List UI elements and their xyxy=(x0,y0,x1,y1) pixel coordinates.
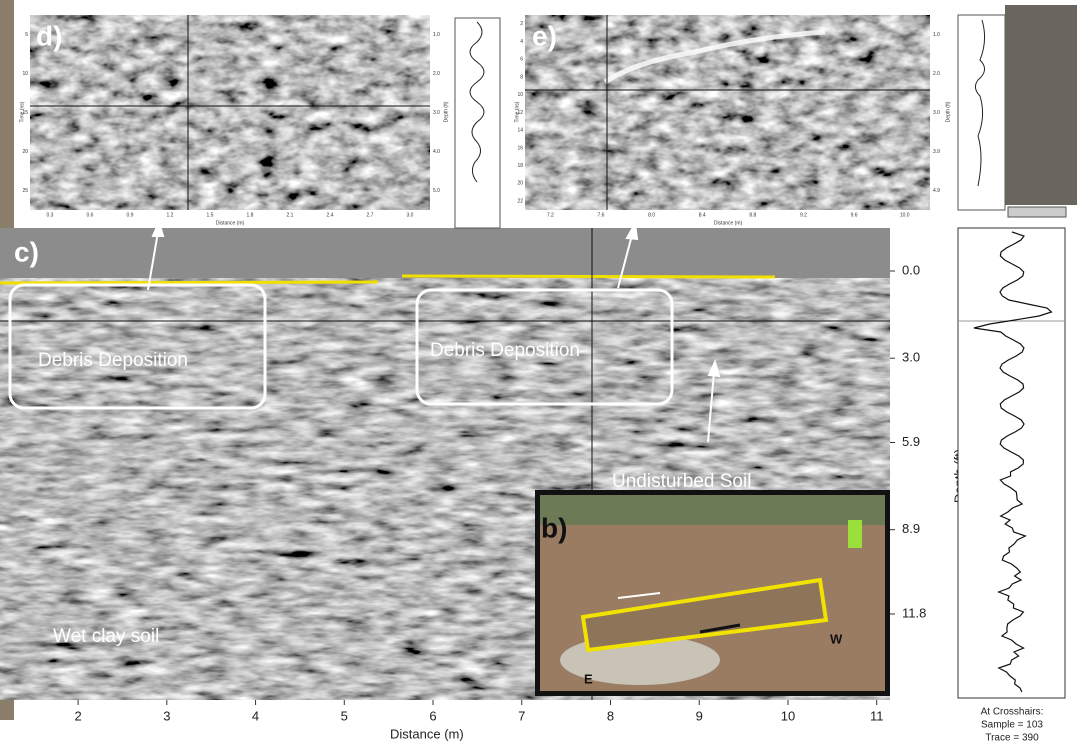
y2-tick-label: 4.9 xyxy=(933,188,940,194)
x-axis-label: Distance (m) xyxy=(714,220,743,226)
x-tick-label: 2.7 xyxy=(367,212,374,218)
y-tick-label: 25 xyxy=(22,188,28,194)
y-tick-label: 4 xyxy=(520,39,523,45)
x-tick-label: 2.4 xyxy=(327,212,334,218)
y2-tick-label: 2.0 xyxy=(433,71,440,77)
x-tick-label: 1.2 xyxy=(167,212,174,218)
x-tick-label: 6 xyxy=(429,708,436,723)
y-tick-label: 14 xyxy=(517,128,523,134)
x-tick-label: 10 xyxy=(781,708,795,723)
y-tick-label: 15 xyxy=(22,110,28,116)
x-tick-label: 10.0 xyxy=(900,212,910,218)
y-tick-label: 22 xyxy=(517,198,523,204)
figure: Debris Deposition Debris Deposition Undi… xyxy=(0,0,1077,748)
x-tick-label: 9 xyxy=(696,708,703,723)
y2-tick-label: 1.0 xyxy=(433,32,440,38)
x-tick-label: 1.5 xyxy=(207,212,214,218)
y2-tick-label: 3.0 xyxy=(933,110,940,116)
marker: E xyxy=(584,671,593,686)
panel-label: b) xyxy=(541,512,567,543)
x-axis-label: Distance (m) xyxy=(390,726,464,741)
x-tick-label: 5 xyxy=(341,708,348,723)
x-tick-label: 0.9 xyxy=(127,212,134,218)
y2-tick-label: 3.0 xyxy=(433,110,440,116)
x-tick-label: 11 xyxy=(870,708,884,723)
y-tick-label: 20 xyxy=(22,149,28,155)
readout: At Crosshairs: xyxy=(981,707,1044,718)
x-tick-label: 3 xyxy=(163,708,170,723)
panel-label: c) xyxy=(14,236,39,267)
trace-panel xyxy=(958,15,1005,210)
x-tick-label: 0.6 xyxy=(87,212,94,218)
surface-line xyxy=(402,276,775,277)
x-axis-label: Distance (m) xyxy=(216,220,245,226)
photo-worker xyxy=(848,520,862,548)
y-tick-label: 11.8 xyxy=(902,605,926,620)
site-photo xyxy=(1005,5,1077,205)
x-tick-label: 0.3 xyxy=(47,212,54,218)
x-tick-label: 9.2 xyxy=(800,212,807,218)
y-tick-label: 12 xyxy=(517,110,523,116)
annotation: Debris Deposition xyxy=(38,350,188,371)
x-tick-label: 2.1 xyxy=(287,212,294,218)
air-layer xyxy=(0,228,890,278)
marker: W xyxy=(830,631,843,646)
photo-vegetation xyxy=(540,495,885,525)
y-tick-label: 8.9 xyxy=(902,521,920,536)
trace-panel xyxy=(958,228,1065,698)
x-tick-label: 8.8 xyxy=(749,212,756,218)
x-tick-label: 7.6 xyxy=(597,212,604,218)
y2-tick-label: 3.9 xyxy=(933,149,940,155)
y-tick-label: 5.9 xyxy=(902,434,920,449)
trace-panel xyxy=(455,18,500,228)
colorbar xyxy=(1008,207,1066,217)
y2-tick-label: 1.0 xyxy=(933,32,940,38)
y-tick-label: 3.0 xyxy=(902,350,920,365)
y-tick-label: 8 xyxy=(520,74,523,80)
annotation: Debris Deposition xyxy=(430,340,580,361)
annotation: Undisturbed Soil xyxy=(612,471,751,492)
y2-tick-label: 2.0 xyxy=(933,71,940,77)
annotation: Wet clay soil xyxy=(53,626,159,647)
x-tick-label: 9.6 xyxy=(851,212,858,218)
y-tick-label: 0.0 xyxy=(902,262,920,277)
y2-axis-label: Depth (ft) xyxy=(443,101,449,122)
y-tick-label: 6 xyxy=(520,57,523,63)
radargram xyxy=(30,15,430,210)
x-tick-label: 4 xyxy=(252,708,259,723)
x-tick-label: 8.4 xyxy=(699,212,706,218)
y-tick-label: 10 xyxy=(517,92,523,98)
panel-label: e) xyxy=(532,20,557,51)
y-tick-label: 5 xyxy=(25,32,28,38)
x-tick-label: 8 xyxy=(607,708,614,723)
surface-line xyxy=(0,282,378,283)
y2-tick-label: 4.0 xyxy=(433,149,440,155)
x-tick-label: 7 xyxy=(518,708,525,723)
x-tick-label: 3.0 xyxy=(407,212,414,218)
x-tick-label: 1.8 xyxy=(247,212,254,218)
y-tick-label: 16 xyxy=(517,145,523,151)
x-tick-label: 8.0 xyxy=(648,212,655,218)
y-tick-label: 2 xyxy=(520,21,523,27)
y2-axis-label: Depth (ft) xyxy=(945,101,951,122)
y-tick-label: 18 xyxy=(517,163,523,169)
x-tick-label: 7.2 xyxy=(547,212,554,218)
x-tick-label: 2 xyxy=(74,708,81,723)
panel-label: d) xyxy=(36,20,62,51)
y-tick-label: 20 xyxy=(517,181,523,187)
y2-tick-label: 5.0 xyxy=(433,188,440,194)
readout: Trace = 390 xyxy=(985,733,1039,744)
y-tick-label: 10 xyxy=(22,71,28,77)
readout: Sample = 103 xyxy=(981,720,1043,731)
